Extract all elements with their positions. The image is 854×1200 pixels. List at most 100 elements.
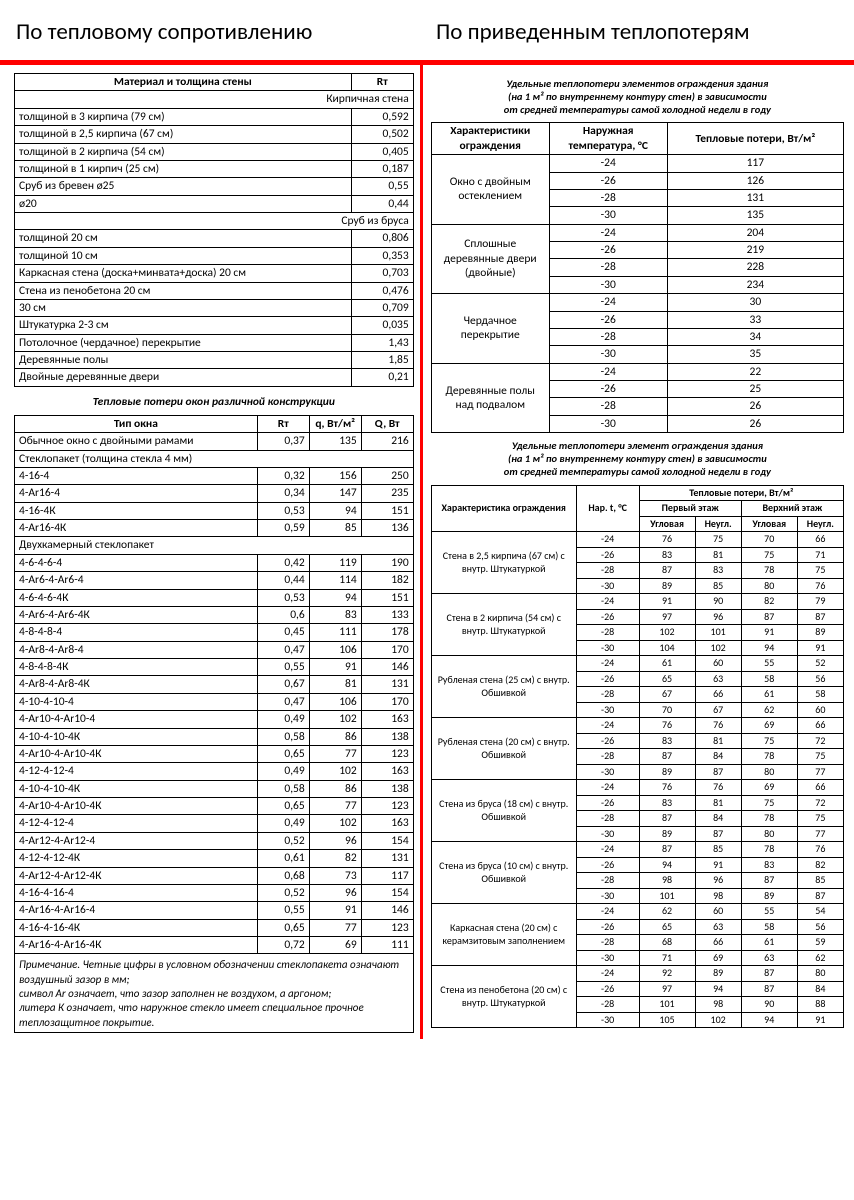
cell: 4-16-4-16-4 xyxy=(15,884,258,901)
cell: 170 xyxy=(361,693,413,710)
group-label: Каркасная стена (20 см) с керамзитовым з… xyxy=(431,904,576,966)
table-row: 4-16-4К0,5394151 xyxy=(15,502,414,519)
cell: 61 xyxy=(741,935,797,951)
cell: 87 xyxy=(741,609,797,625)
cell: 34 xyxy=(667,328,843,345)
cell: 81 xyxy=(309,676,361,693)
cell: 0,187 xyxy=(351,160,413,177)
cell: 75 xyxy=(741,547,797,563)
cell: 30 см xyxy=(15,299,352,316)
table-row: 4-Ar16-4-Ar16-40,5591146 xyxy=(15,902,414,919)
cell: 65 xyxy=(639,919,695,935)
table-row: 4-Ar16-4-Ar16-4К0,7269111 xyxy=(15,937,414,954)
th: Rт xyxy=(351,74,413,91)
cell: 69 xyxy=(695,950,741,966)
section-header: Стеклопакет (толщина стекла 4 мм) xyxy=(15,450,414,467)
cell: -24 xyxy=(576,532,639,548)
cell: 0,6 xyxy=(257,606,309,623)
cell: 98 xyxy=(639,873,695,889)
table-row: Штукатурка 2-3 см0,035 xyxy=(15,317,414,334)
cell: 4-16-4 xyxy=(15,467,258,484)
cell: -30 xyxy=(576,950,639,966)
cell: 163 xyxy=(361,763,413,780)
th: q, Вт/м² xyxy=(309,415,361,432)
cell: -26 xyxy=(576,733,639,749)
cell: 84 xyxy=(695,749,741,765)
cell: 94 xyxy=(639,857,695,873)
cell: 69 xyxy=(741,718,797,734)
cell: 61 xyxy=(639,656,695,672)
cell: 89 xyxy=(639,764,695,780)
cell: 0,53 xyxy=(257,589,309,606)
cell: 87 xyxy=(639,842,695,858)
table-row: 4-Ar10-4-Ar10-4К0,6577123 xyxy=(15,745,414,762)
table-row: 4-10-4-10-40,47106170 xyxy=(15,693,414,710)
cell: 0,65 xyxy=(257,745,309,762)
cell: 0,65 xyxy=(257,919,309,936)
table-row: Двойные деревянные двери0,21 xyxy=(15,369,414,386)
cell: 4-12-4-12-4 xyxy=(15,763,258,780)
cell: -26 xyxy=(576,857,639,873)
title-left: По тепловому сопротивлению xyxy=(16,18,418,46)
cell: -26 xyxy=(549,381,667,398)
cell: 119 xyxy=(309,554,361,571)
cell: 76 xyxy=(695,718,741,734)
page: По тепловому сопротивлению По приведенны… xyxy=(0,0,854,1039)
cell: толщиной в 2,5 кирпича (67 см) xyxy=(15,126,352,143)
cell: 94 xyxy=(741,1012,797,1028)
cell: 4-Ar16-4 xyxy=(15,485,258,502)
cell: 4-Ar10-4-Ar10-4К xyxy=(15,745,258,762)
table-row: Потолочное (чердачное) перекрытие1,43 xyxy=(15,334,414,351)
cell: 190 xyxy=(361,554,413,571)
title-right: По приведенным теплопотерям xyxy=(418,18,838,46)
table-row: толщиной в 3 кирпича (79 см)0,592 xyxy=(15,108,414,125)
cell: 96 xyxy=(695,609,741,625)
cell: 58 xyxy=(797,687,843,703)
th: Нар. t, °С xyxy=(576,485,639,532)
cell: толщиной в 2 кирпича (54 см) xyxy=(15,143,352,160)
table-row: Чердачное перекрытие-2430 xyxy=(431,294,843,311)
cell: 58 xyxy=(741,671,797,687)
cell: 126 xyxy=(667,172,843,189)
table-row: толщиной в 1 кирпич (25 см)0,187 xyxy=(15,160,414,177)
table-row: 4-Ar8-4-Ar8-40,47106170 xyxy=(15,641,414,658)
cell: 55 xyxy=(741,904,797,920)
group-label: Окно с двойным остеклением xyxy=(431,155,549,225)
cell: 94 xyxy=(741,640,797,656)
cell: -24 xyxy=(549,294,667,311)
cell: 131 xyxy=(361,676,413,693)
cell: 0,21 xyxy=(351,369,413,386)
cell: 136 xyxy=(361,520,413,537)
cell: 91 xyxy=(309,902,361,919)
section-header: Двухкамерный стеклопакет xyxy=(15,537,414,554)
cell: -28 xyxy=(549,259,667,276)
cell: 101 xyxy=(639,997,695,1013)
cell: 4-Ar6-4-Ar6-4 xyxy=(15,572,258,589)
cell: 87 xyxy=(741,966,797,982)
cell: 66 xyxy=(695,687,741,703)
cell: 4-Ar16-4-Ar16-4 xyxy=(15,902,258,919)
cell: 75 xyxy=(741,795,797,811)
cell: 91 xyxy=(639,594,695,610)
cell: 0,47 xyxy=(257,693,309,710)
cell: 67 xyxy=(695,702,741,718)
cell: -24 xyxy=(576,904,639,920)
cell: 102 xyxy=(639,625,695,641)
cell: 106 xyxy=(309,693,361,710)
table-row: 4-12-4-12-40,49102163 xyxy=(15,763,414,780)
cell: 35 xyxy=(667,346,843,363)
table-row: 4-12-4-12-4К0,6182131 xyxy=(15,850,414,867)
cell: 87 xyxy=(639,811,695,827)
th: Неугл. xyxy=(797,516,843,532)
table-row: Каркасная стена (20 см) с керамзитовым з… xyxy=(431,904,843,920)
cell: 80 xyxy=(741,826,797,842)
cell: -28 xyxy=(576,935,639,951)
cell: 96 xyxy=(309,832,361,849)
cell: 4-Ar10-4-Ar10-4К xyxy=(15,798,258,815)
cell: 77 xyxy=(309,745,361,762)
th: Неугл. xyxy=(695,516,741,532)
cell: Каркасная стена (доска+минвата+доска) 20… xyxy=(15,265,352,282)
cell: 147 xyxy=(309,485,361,502)
cell: 123 xyxy=(361,798,413,815)
table-materials: Материал и толщина стеныRтКирпичная стен… xyxy=(14,73,414,387)
